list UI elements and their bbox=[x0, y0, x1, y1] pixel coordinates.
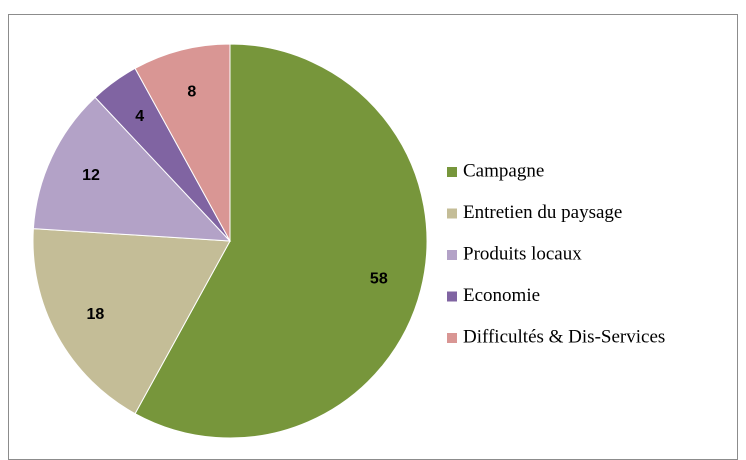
legend-swatch bbox=[447, 208, 457, 219]
data-label: 18 bbox=[86, 306, 104, 323]
legend-swatch bbox=[447, 333, 457, 343]
legend-label: Difficultés & Dis-Services bbox=[463, 326, 665, 347]
legend-swatch bbox=[447, 167, 457, 177]
data-label: 8 bbox=[187, 83, 196, 100]
legend-label: Economie bbox=[463, 285, 540, 306]
pie-slice bbox=[134, 43, 428, 439]
legend-swatch bbox=[447, 291, 457, 302]
pie-slice bbox=[32, 96, 232, 242]
data-label: 12 bbox=[82, 167, 100, 184]
pie-slice bbox=[32, 228, 231, 415]
legend-label: Campagne bbox=[463, 160, 544, 181]
data-label: 58 bbox=[370, 270, 388, 287]
legend-label: Entretien du paysage bbox=[463, 202, 622, 223]
legend-swatch bbox=[447, 250, 457, 260]
pie-slice bbox=[134, 43, 231, 242]
data-label: 4 bbox=[135, 108, 144, 125]
legend-label: Produits locaux bbox=[463, 243, 582, 264]
